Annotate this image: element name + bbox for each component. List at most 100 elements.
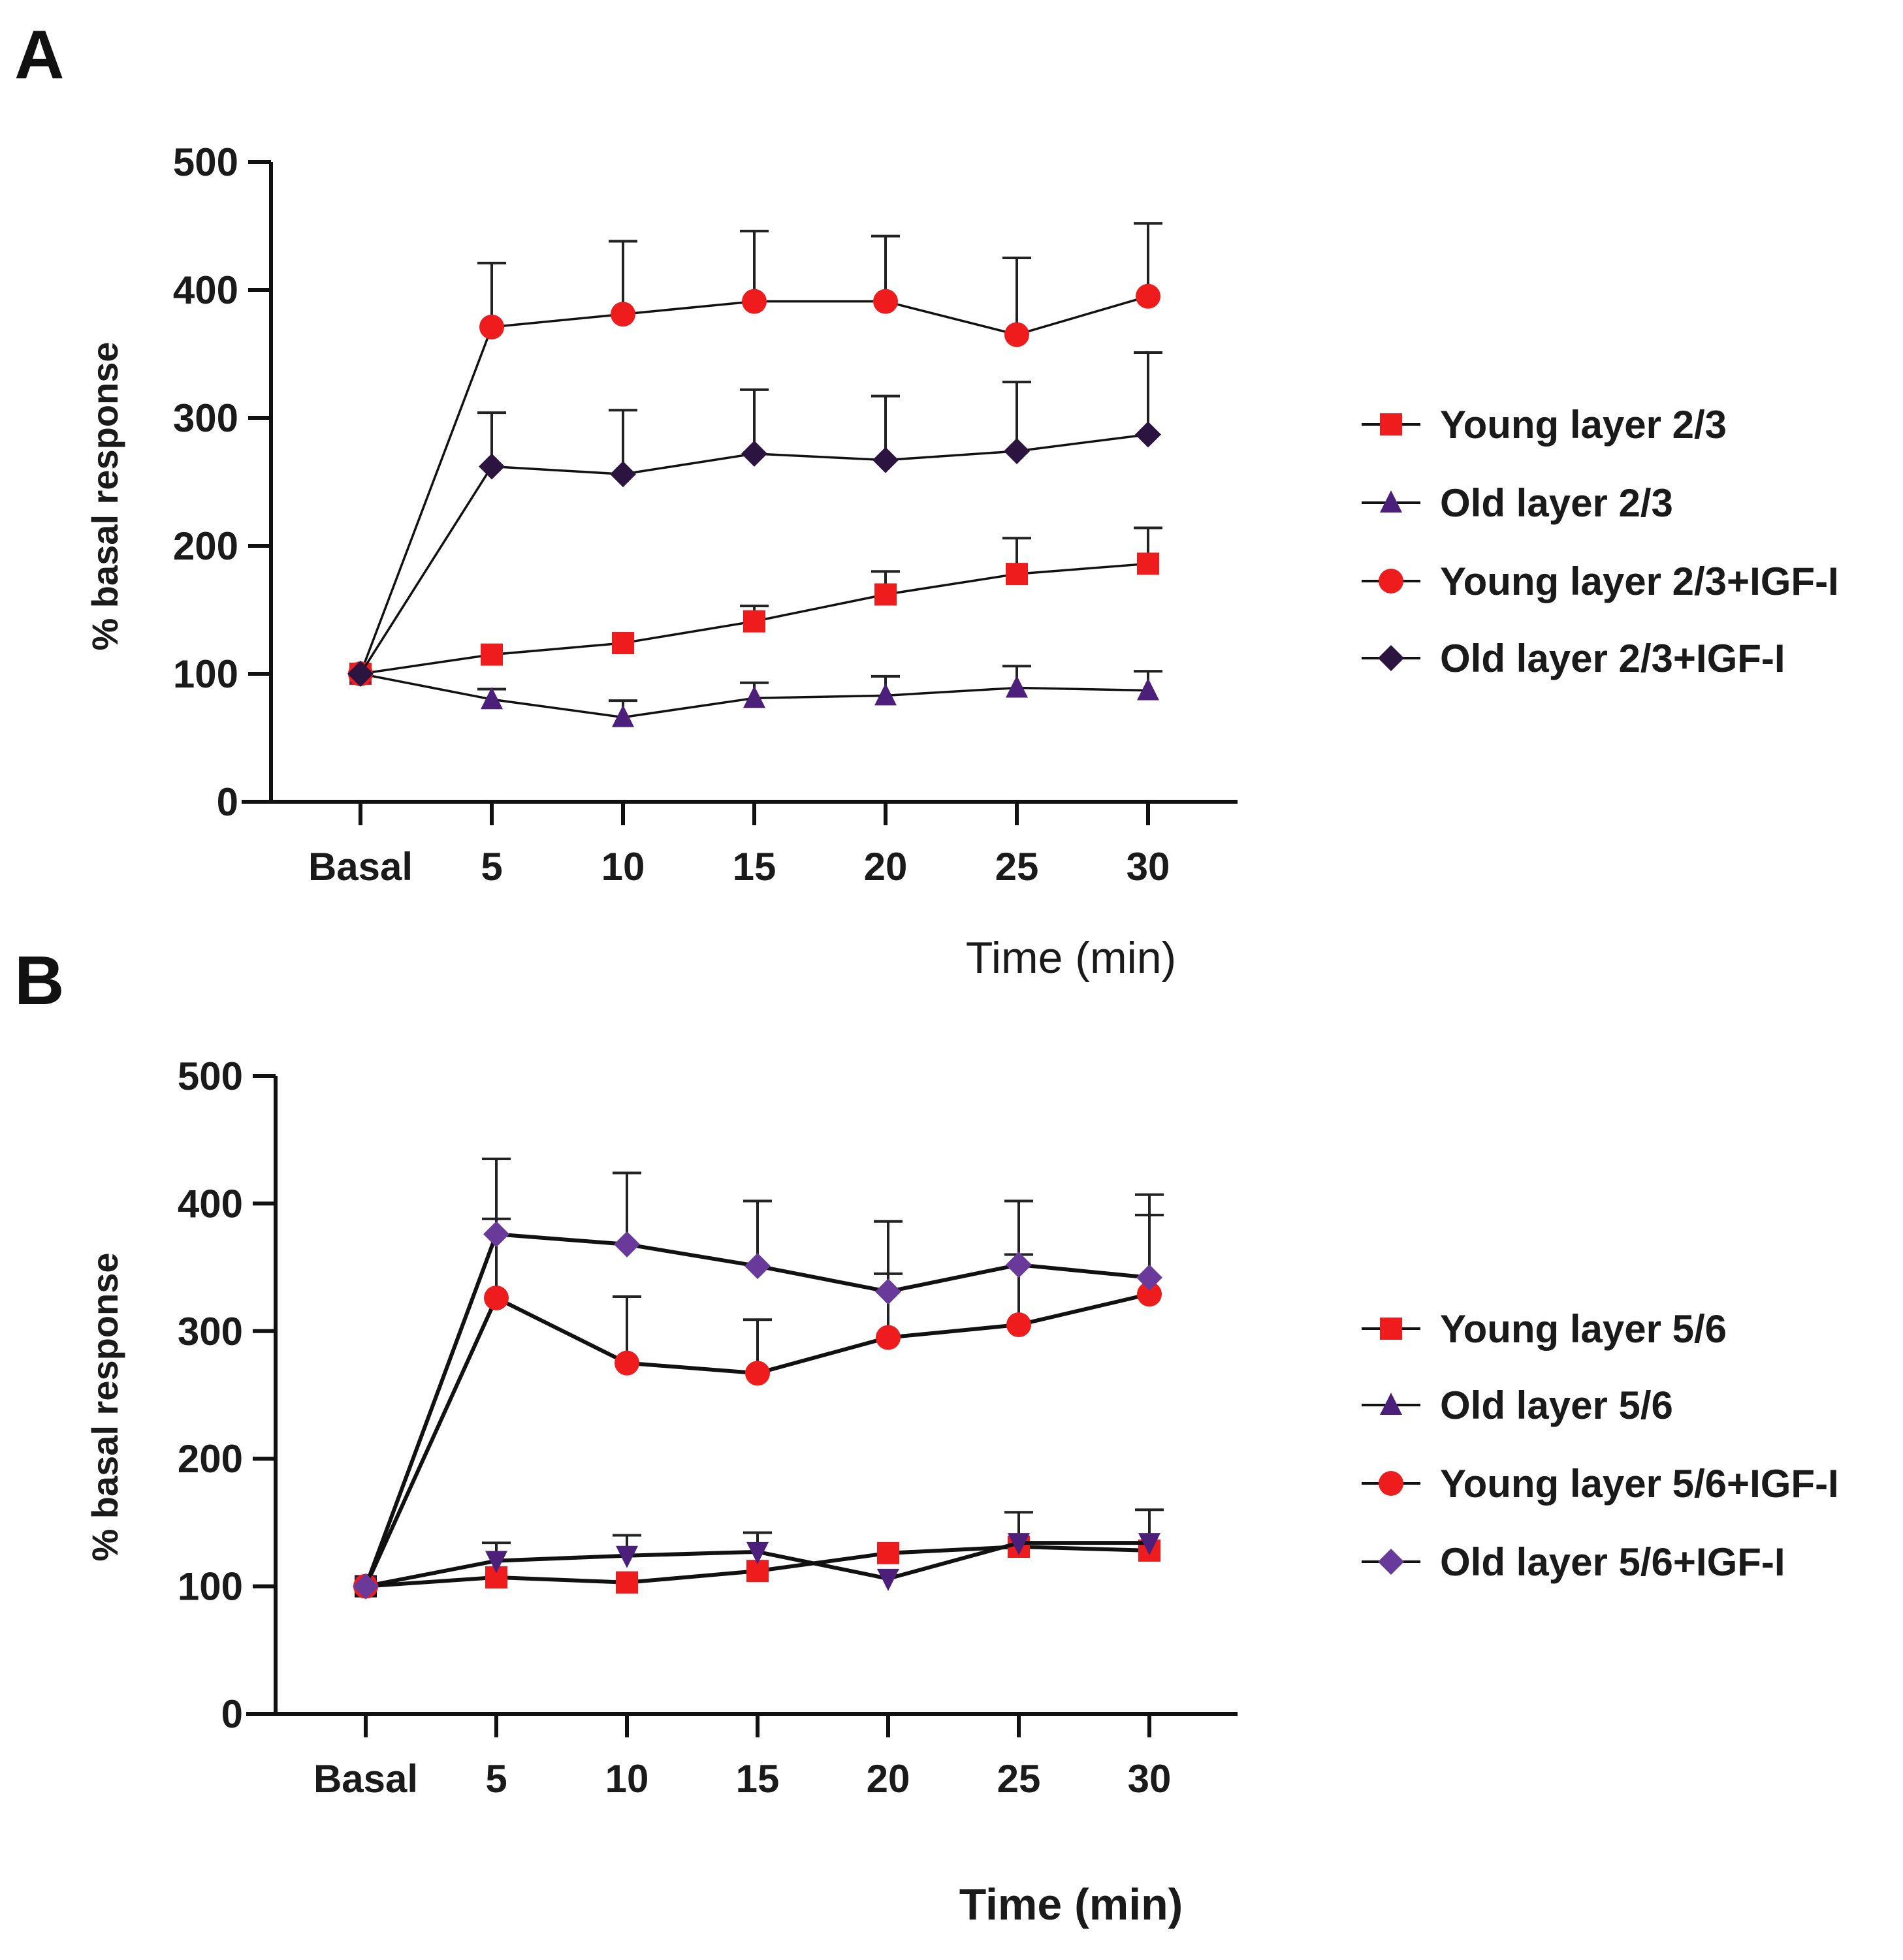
panel-a-x-axis-title: Time (min) — [966, 933, 1176, 983]
data-point — [347, 661, 374, 687]
data-point — [877, 1541, 899, 1564]
panel-a-y-axis-title: % basal response — [84, 341, 125, 650]
data-point — [1004, 322, 1029, 347]
panel-a-chart: A % basal response Time (min) 0 100 200 300… — [14, 16, 1839, 983]
legend-label: Young layer 2/3 — [1440, 403, 1727, 447]
data-point — [877, 1568, 899, 1591]
x-tick-label: Basal — [313, 1757, 418, 1801]
legend-marker — [1380, 1393, 1402, 1415]
panel-b-x-axis-title: Time (min) — [959, 1880, 1183, 1929]
series-4 — [353, 1158, 1164, 1600]
data-point — [745, 1361, 770, 1386]
y-tick-label: 300 — [178, 1310, 243, 1353]
data-point — [872, 447, 899, 473]
x-tick-label: 25 — [995, 845, 1039, 889]
legend-label: Old layer 2/3 — [1440, 481, 1673, 525]
x-tick-label: 5 — [481, 845, 502, 889]
data-point — [743, 686, 765, 708]
legend-label: Young layer 5/6 — [1440, 1307, 1727, 1351]
data-point — [742, 289, 767, 314]
data-point — [1135, 421, 1161, 448]
legend-item-1: Young layer 5/6 — [1362, 1307, 1727, 1351]
panel-a-label: A — [14, 16, 65, 93]
panel-b-label: B — [14, 942, 65, 1019]
y-tick-label: 100 — [178, 1565, 243, 1609]
data-point — [1136, 1264, 1162, 1291]
panel-b-legend: Young layer 5/6 Old layer 5/6 Young layer … — [1362, 1307, 1839, 1584]
data-point — [479, 314, 504, 340]
legend-item-3: Young layer 2/3+IGF-I — [1362, 560, 1839, 603]
data-point — [616, 1571, 638, 1594]
data-point — [1006, 675, 1028, 698]
data-point — [481, 687, 503, 710]
data-point — [614, 1231, 640, 1257]
data-point — [743, 610, 765, 633]
legend-item-2: Old layer 5/6 — [1362, 1383, 1673, 1427]
x-tick-label: Basal — [308, 845, 413, 889]
legend-item-2: Old layer 2/3 — [1362, 481, 1673, 525]
data-point — [1006, 1312, 1031, 1338]
legend-marker — [1380, 413, 1402, 435]
legend-marker — [1378, 1549, 1404, 1575]
x-tick-label: 20 — [864, 845, 908, 889]
data-point — [615, 1350, 639, 1376]
data-point — [744, 1253, 771, 1280]
data-point — [876, 1325, 901, 1350]
series-4 — [347, 351, 1162, 687]
legend-marker — [1380, 1318, 1402, 1340]
data-point — [1137, 1282, 1162, 1307]
y-tick-label: 100 — [173, 652, 238, 696]
data-point — [611, 302, 635, 327]
data-point — [1006, 563, 1028, 586]
y-tick-label: 200 — [173, 524, 238, 568]
data-point — [1138, 1533, 1160, 1556]
data-point — [483, 1221, 509, 1248]
panel-b-y-axis-title: % basal response — [84, 1252, 125, 1561]
panel-a-axes: 0 100 200 300 400 500 Basal 5 10 15 20 25 30 — [173, 140, 1238, 889]
legend-marker — [1378, 645, 1404, 671]
y-tick-label: 0 — [217, 780, 238, 824]
legend-label: Old layer 5/6 — [1440, 1383, 1673, 1427]
y-tick-label: 0 — [221, 1692, 243, 1736]
data-point — [1137, 552, 1159, 575]
data-point — [612, 631, 634, 654]
y-tick-label: 400 — [178, 1182, 243, 1225]
data-point — [741, 440, 767, 467]
legend-label: Old layer 5/6+IGF-I — [1440, 1540, 1785, 1584]
legend-item-4: Old layer 2/3+IGF-I — [1362, 637, 1785, 680]
data-point — [353, 1573, 379, 1600]
x-tick-label: 10 — [601, 845, 645, 889]
y-tick-label: 500 — [178, 1054, 243, 1098]
panel-b-series-group — [353, 1158, 1164, 1600]
legend-marker — [1379, 1471, 1403, 1496]
data-point — [875, 1278, 901, 1305]
legend-item-3: Young layer 5/6+IGF-I — [1362, 1462, 1839, 1506]
data-point — [1008, 1533, 1030, 1556]
legend-item-4: Old layer 5/6+IGF-I — [1362, 1540, 1785, 1584]
data-point — [746, 1541, 769, 1564]
x-tick-label: 20 — [867, 1757, 910, 1801]
data-point — [610, 461, 636, 488]
y-tick-label: 500 — [173, 140, 238, 184]
data-point — [1004, 437, 1030, 464]
panel-a-series-group — [347, 222, 1162, 727]
data-point — [616, 1545, 638, 1568]
y-tick-label: 300 — [173, 396, 238, 440]
data-point — [484, 1285, 509, 1310]
legend-item-1: Young layer 2/3 — [1362, 403, 1727, 447]
x-tick-label: 30 — [1128, 1757, 1172, 1801]
data-point — [481, 643, 503, 666]
data-point — [874, 683, 897, 706]
series-2 — [349, 661, 1162, 727]
y-tick-label: 200 — [178, 1437, 243, 1481]
data-point — [874, 583, 897, 606]
data-point — [479, 453, 505, 480]
legend-label: Young layer 5/6+IGF-I — [1440, 1462, 1839, 1506]
data-point — [612, 704, 634, 727]
legend-label: Young layer 2/3+IGF-I — [1440, 560, 1839, 603]
series-3 — [348, 222, 1162, 686]
legend-marker — [1379, 569, 1403, 593]
panel-b-axes: 0 100 200 300 400 500 Basal 5 10 15 20 25 30 — [178, 1054, 1238, 1801]
data-point — [1137, 678, 1159, 701]
